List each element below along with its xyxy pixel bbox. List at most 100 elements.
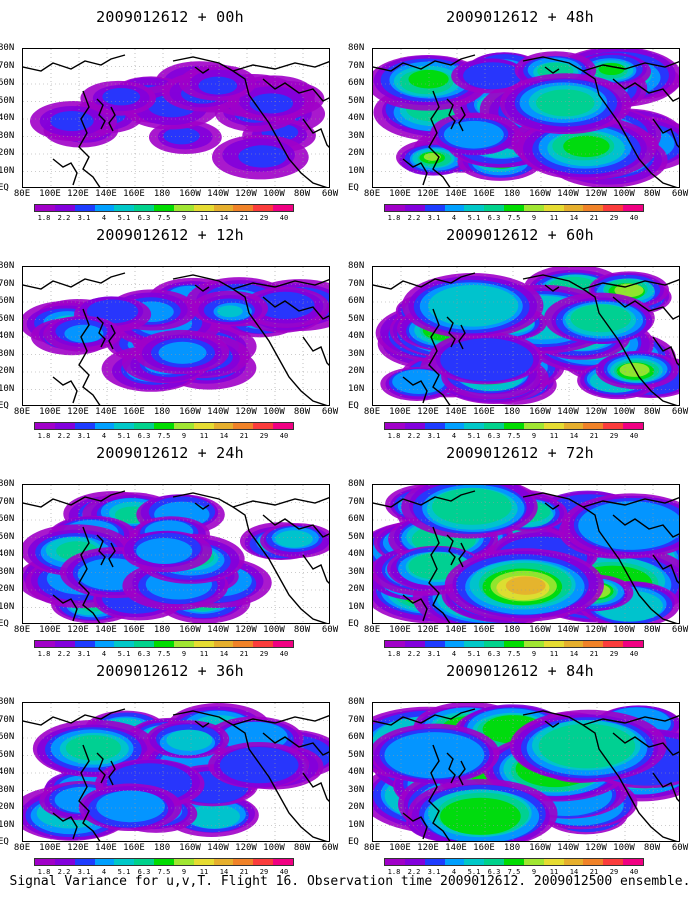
colorbar-swatch bbox=[114, 205, 135, 211]
colorbar-swatch bbox=[563, 641, 584, 647]
colorbar-swatch bbox=[54, 859, 75, 865]
variance-field bbox=[373, 703, 679, 841]
latitude-label: 20N bbox=[348, 584, 365, 594]
longitude-label: 160E bbox=[123, 843, 145, 853]
longitude-label: 160W bbox=[529, 407, 551, 417]
map-plot bbox=[22, 484, 330, 624]
colorbar-label: 7.5 bbox=[507, 214, 521, 222]
coastline bbox=[108, 542, 116, 568]
colorbar-swatch bbox=[134, 205, 155, 211]
latitude-label: 50N bbox=[348, 95, 365, 106]
colorbar-swatch bbox=[543, 205, 564, 211]
coastline bbox=[402, 594, 428, 622]
coastline bbox=[302, 118, 329, 148]
longitude-label: 60W bbox=[671, 625, 689, 635]
map-svg bbox=[373, 267, 679, 405]
colorbar-swatch bbox=[623, 859, 643, 865]
coastline bbox=[428, 308, 451, 405]
longitude-label: 140E bbox=[95, 189, 117, 199]
longitude-label: 120W bbox=[585, 189, 607, 199]
longitude-label: 160E bbox=[473, 189, 495, 199]
coastline bbox=[428, 90, 451, 187]
variance-field bbox=[373, 485, 679, 623]
colorbar-label: 5.1 bbox=[467, 650, 481, 658]
latitude-label: 80N bbox=[348, 697, 365, 707]
colorbar-label: 2.2 bbox=[407, 432, 421, 440]
longitude-label: 160W bbox=[179, 189, 201, 199]
colorbar-label: 9 bbox=[531, 432, 537, 440]
coastline bbox=[652, 118, 679, 148]
coastline bbox=[522, 274, 678, 405]
colorbar-label: 21 bbox=[239, 432, 249, 440]
longitude-label: 140W bbox=[557, 625, 579, 635]
colorbar-swatch bbox=[94, 205, 115, 211]
coastline bbox=[232, 715, 329, 726]
latitude-label: 70N bbox=[348, 496, 365, 507]
colorbar-label: 3.1 bbox=[77, 868, 91, 876]
latitude-label: 50N bbox=[0, 531, 15, 542]
colorbar-label: 3.1 bbox=[427, 868, 441, 876]
colorbar-label: 21 bbox=[589, 868, 599, 876]
coastline bbox=[652, 772, 679, 802]
colorbar-label: 9 bbox=[531, 214, 537, 222]
longitude-label: 160W bbox=[529, 625, 551, 635]
latitude-label: 70N bbox=[348, 278, 365, 289]
latitude-label: 80N bbox=[0, 697, 15, 707]
panel-title: 2009012612 + 36h bbox=[96, 662, 244, 680]
longitude-label: 160E bbox=[473, 843, 495, 853]
colorbar-swatch bbox=[523, 641, 544, 647]
colorbar-label: 3.1 bbox=[77, 650, 91, 658]
colorbar-swatch bbox=[74, 423, 95, 429]
colorbar-label: 14 bbox=[569, 650, 579, 658]
map-svg bbox=[373, 703, 679, 841]
coastline bbox=[96, 316, 106, 348]
figure-caption: Signal Variance for u,v,T. Flight 16. Ob… bbox=[9, 874, 691, 889]
coastline bbox=[522, 710, 678, 841]
colorbar-label: 21 bbox=[239, 214, 249, 222]
colorbar-swatch bbox=[504, 205, 524, 211]
longitude-label: 120E bbox=[67, 407, 89, 417]
colorbar-swatch bbox=[603, 205, 624, 211]
longitude-label: 160E bbox=[123, 407, 145, 417]
colorbar-label: 29 bbox=[609, 868, 619, 876]
latitude-label: 60N bbox=[0, 514, 15, 524]
colorbar-swatch bbox=[484, 859, 505, 865]
coastline bbox=[52, 376, 78, 404]
longitude-label: 100E bbox=[389, 843, 411, 853]
longitude-label: 80W bbox=[293, 625, 311, 635]
coastline bbox=[52, 812, 78, 840]
latitude-label: 80N bbox=[348, 43, 365, 53]
map-svg bbox=[23, 703, 329, 841]
coastline bbox=[262, 296, 329, 320]
colorbar-swatch bbox=[464, 641, 485, 647]
coastline bbox=[262, 732, 329, 756]
coastline bbox=[458, 760, 466, 786]
coastline bbox=[194, 502, 210, 510]
longitude-label: 100E bbox=[39, 625, 61, 635]
colorbar-swatch bbox=[273, 205, 293, 211]
colorbar-swatch bbox=[35, 859, 55, 865]
longitude-label: 100E bbox=[389, 189, 411, 199]
colorbar bbox=[384, 422, 644, 430]
latitude-label: 40N bbox=[0, 331, 15, 341]
coastline bbox=[78, 744, 101, 841]
panel-title: 2009012612 + 60h bbox=[446, 226, 594, 244]
longitude-label: 100W bbox=[613, 625, 635, 635]
colorbar-label: 29 bbox=[609, 650, 619, 658]
colorbar-swatch bbox=[54, 423, 75, 429]
map-panel: 2009012612 + 24h 80N 70N 60N 50N 40N 30N 20N 10N… bbox=[0, 444, 340, 658]
longitude-label: 140E bbox=[445, 843, 467, 853]
latitude-label: 80N bbox=[348, 261, 365, 271]
colorbar-swatch bbox=[543, 641, 564, 647]
colorbar-label: 7.5 bbox=[157, 650, 171, 658]
colorbar-swatch bbox=[523, 859, 544, 865]
longitude-label: 60W bbox=[671, 189, 689, 199]
longitude-label: 80E bbox=[363, 189, 381, 199]
coastline bbox=[458, 106, 466, 132]
colorbar-label: 29 bbox=[259, 432, 269, 440]
variance-field bbox=[375, 267, 679, 405]
longitude-label: 140E bbox=[445, 189, 467, 199]
longitude-label: 140W bbox=[557, 407, 579, 417]
colorbar-swatch bbox=[94, 859, 115, 865]
colorbar-swatch bbox=[385, 859, 405, 865]
